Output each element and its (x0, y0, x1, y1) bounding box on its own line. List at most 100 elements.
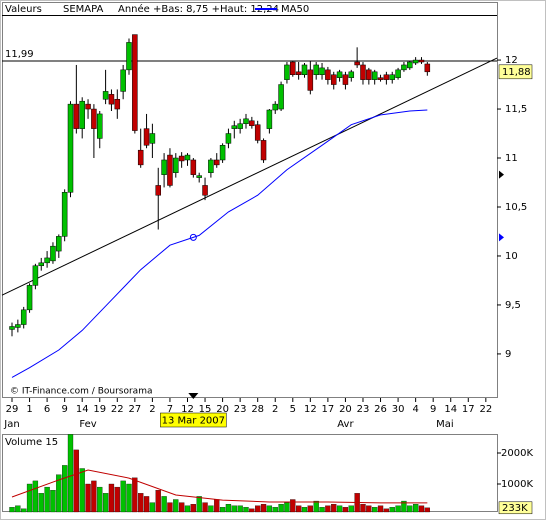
volume-bar (44, 486, 50, 513)
candle-body (15, 324, 21, 328)
volume-bar (178, 502, 185, 513)
x-tick-label: 29 (6, 404, 19, 415)
volume-bar (319, 507, 325, 513)
candle-body (132, 34, 138, 131)
x-tick-label: 12 (304, 404, 317, 415)
candle-body (178, 155, 185, 162)
volume-bar (313, 500, 319, 513)
volume-bar (260, 504, 267, 513)
volume-bar (249, 508, 255, 513)
y-tick-label: 11,5 (505, 104, 527, 115)
volume-bar (32, 480, 39, 513)
candle-body (67, 103, 74, 193)
candle-body (167, 154, 173, 186)
volume-bar (114, 486, 120, 513)
volume-bar (290, 499, 296, 513)
candle-body (371, 71, 378, 80)
cursor-ma-marker (499, 233, 504, 242)
month-label: Avr (337, 419, 354, 430)
header-range: Année +Bas: 8,75 +Haut: 12,24 (118, 3, 279, 15)
volume-bar (214, 499, 220, 513)
x-tick-label: 30 (392, 404, 405, 415)
volume-bar (325, 505, 331, 513)
volume-bar (366, 505, 372, 513)
candle-body (85, 103, 91, 110)
candle-body (91, 108, 97, 129)
y-tick-label: 9,5 (505, 300, 521, 311)
candle-body (319, 67, 325, 76)
volume-bar (208, 505, 214, 513)
volume-bar (21, 508, 27, 513)
x-tick-label: 2 (149, 404, 155, 415)
volume-bar (389, 507, 395, 513)
volume-bar (418, 505, 425, 513)
volume-bar (219, 507, 226, 513)
x-tick-label: 22 (479, 404, 492, 415)
volume-bar (9, 507, 15, 513)
candle-body (424, 63, 431, 73)
volume-bar (120, 480, 126, 513)
candle-body (366, 69, 372, 80)
volume-bar (377, 505, 384, 513)
volume-bar (372, 507, 378, 513)
candle-body (295, 71, 302, 76)
x-tick-label: 26 (374, 404, 387, 415)
volume-bar (202, 502, 208, 513)
volume-bar (407, 505, 413, 513)
volume-bar (126, 483, 132, 513)
volume-bar (243, 507, 249, 513)
legend-label: MA50 (281, 4, 309, 15)
x-tick-label: 28 (251, 404, 264, 415)
volume-bar (15, 505, 21, 513)
volume-bar (331, 504, 337, 513)
candle-body (173, 157, 179, 173)
candle-body (108, 94, 115, 105)
y-tick-label: 2000K (501, 448, 533, 459)
candle-body (73, 103, 80, 129)
volume-bar (225, 504, 232, 513)
candle-body (330, 74, 337, 85)
cursor-price-marker (499, 170, 504, 179)
y-tick-label: 10 (505, 251, 518, 262)
month-label: Fev (79, 419, 96, 430)
volume-bar (383, 508, 390, 513)
volume-bar (190, 504, 196, 513)
candle-body (184, 154, 191, 161)
x-tick-label: 14 (76, 404, 89, 415)
candle-body (325, 69, 331, 80)
x-tick-label: 27 (128, 404, 141, 415)
volume-bar (143, 496, 150, 513)
candle-body (260, 140, 267, 161)
volume-bar (360, 504, 366, 513)
x-tick-label: 19 (93, 404, 106, 415)
line (11, 109, 428, 378)
volume-bar (108, 483, 115, 513)
volume-bar (184, 505, 191, 513)
volume-bar (231, 505, 237, 513)
candle-body (231, 125, 238, 129)
candle-body (61, 192, 68, 237)
candle-body (213, 159, 220, 166)
x-tick-label: 6 (44, 404, 50, 415)
volume-bar (85, 483, 91, 513)
candle-body (155, 185, 161, 196)
y-tick-label: 12 (505, 55, 518, 66)
volume-bar (401, 500, 407, 513)
volume-bar (50, 490, 56, 513)
candle-body (418, 59, 425, 63)
cursor-ma (189, 233, 197, 241)
candle-body (313, 64, 319, 76)
volume-title: Volume 15 (5, 437, 58, 448)
price-panel (2, 2, 498, 398)
volume-bar (336, 505, 343, 513)
candle-body (301, 64, 308, 76)
last-box (498, 501, 533, 515)
candle-body (278, 84, 284, 110)
candle-body (114, 98, 121, 110)
x-tick-label: 14 (444, 404, 457, 415)
candle-body (360, 64, 366, 80)
x-tick-label: 5 (290, 404, 296, 415)
volume-bar (91, 480, 97, 513)
volume-bar (79, 468, 85, 513)
candle-body (266, 109, 273, 129)
